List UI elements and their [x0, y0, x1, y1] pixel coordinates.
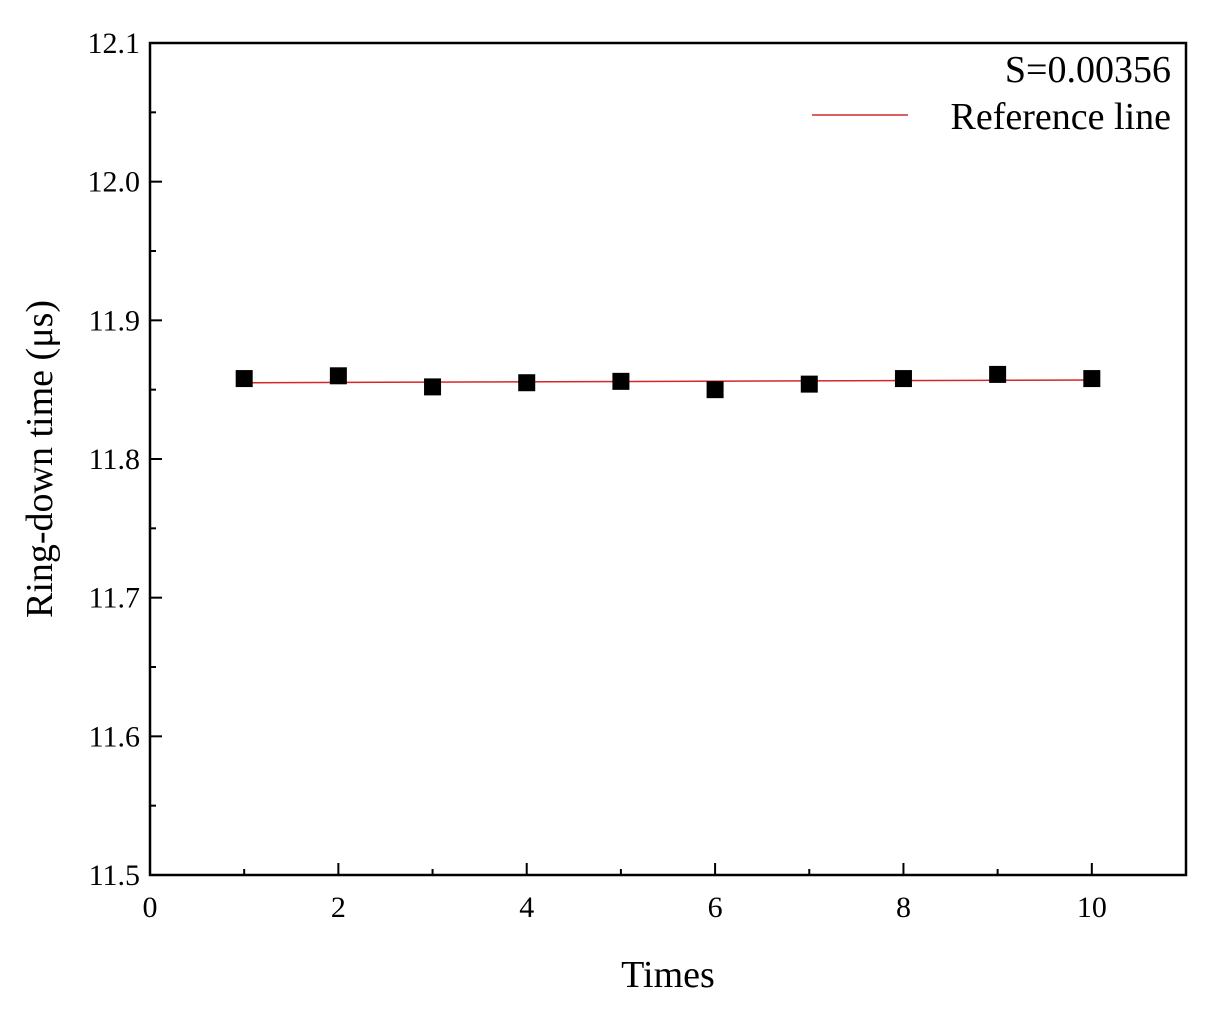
x-tick-label: 0 [143, 891, 158, 924]
y-tick-label: 11.5 [89, 859, 140, 892]
y-tick-label: 12.0 [88, 166, 141, 199]
y-tick-label: 11.6 [89, 720, 140, 753]
y-tick-label: 11.9 [89, 304, 140, 337]
y-axis-title: Ring-down time (μs) [19, 300, 61, 618]
legend-reference-line-label: Reference line [951, 96, 1171, 138]
data-point [800, 375, 818, 393]
data-point [518, 374, 536, 392]
y-tick-label: 12.1 [88, 27, 141, 60]
data-point [894, 370, 912, 388]
x-tick-label: 2 [331, 891, 346, 924]
x-tick-label: 10 [1077, 891, 1107, 924]
x-tick-label: 6 [708, 891, 723, 924]
data-point [989, 365, 1007, 383]
axes-layer: 0 2 4 6 8 10 11.5 11.6 11.7 11.8 11.9 12.0 12.1 [88, 27, 1107, 924]
plot-layer [235, 365, 1101, 399]
y-tick-label: 11.8 [89, 443, 140, 476]
x-tick-label: 8 [896, 891, 911, 924]
y-tick-label: 11.7 [89, 582, 140, 615]
plot-frame [148, 41, 1188, 877]
legend-annotation: S=0.00356 [1005, 49, 1171, 91]
data-point [235, 370, 253, 388]
data-point [706, 381, 724, 399]
data-point [1083, 370, 1101, 388]
legend: S=0.00356 Reference line [812, 49, 1171, 138]
data-point [612, 372, 630, 390]
data-point [424, 378, 442, 396]
data-point [329, 367, 347, 385]
x-tick-label: 4 [519, 891, 534, 924]
x-axis-title: Times [621, 954, 715, 996]
reference-line [244, 379, 1092, 384]
